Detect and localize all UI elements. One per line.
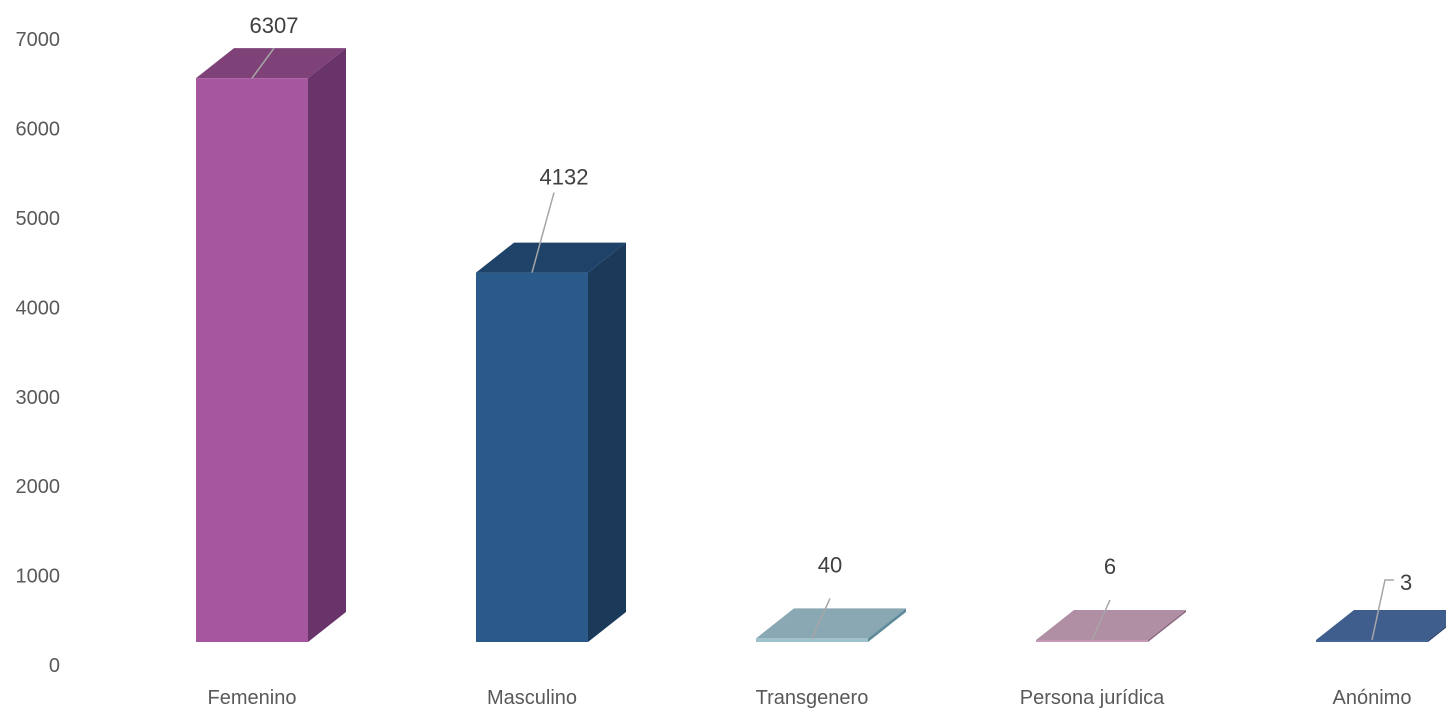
y-tick-label: 7000	[16, 29, 61, 51]
data-label: 6307	[250, 13, 299, 38]
bar-side-face	[588, 242, 626, 643]
data-label-leader	[1371, 579, 1394, 641]
bar-front-face	[1036, 640, 1148, 642]
bar-front-face	[196, 78, 308, 643]
bar-side-face	[868, 608, 906, 642]
x-category-label: Anónimo	[1333, 687, 1412, 709]
y-tick-label: 6000	[16, 119, 61, 141]
data-label-leader	[531, 192, 555, 273]
y-tick-label: 1000	[16, 566, 61, 588]
data-label-leader	[1091, 599, 1111, 641]
data-label: 4132	[540, 165, 589, 190]
x-category-label: Transgenero	[756, 687, 869, 709]
y-tick-label: 3000	[16, 387, 61, 409]
bar-front-face	[476, 272, 588, 642]
x-category-label: Persona jurídica	[1020, 687, 1165, 709]
bar-top-face	[476, 242, 626, 273]
bar-side-face	[1148, 610, 1186, 642]
x-axis: Femenino Masculino Transgenero Persona jurí…	[208, 687, 1412, 709]
bar-front-face	[1316, 640, 1428, 642]
y-axis: 0 1000 2000 3000 4000 5000 6000 7000	[16, 29, 61, 677]
data-labels-group: 6307 4132 40 6 3	[250, 13, 1412, 641]
bar-2	[756, 608, 906, 642]
bar-top-face	[1036, 610, 1186, 640]
data-label: 3	[1400, 570, 1412, 595]
data-label: 6	[1104, 554, 1116, 579]
y-tick-label: 4000	[16, 297, 61, 319]
bar-side-face	[1428, 625, 1446, 642]
bar-3	[1036, 610, 1186, 642]
bar-front-face	[756, 638, 868, 642]
data-label-leader	[811, 598, 831, 639]
bar-0	[196, 48, 346, 643]
data-label: 40	[818, 552, 842, 577]
y-tick-label: 5000	[16, 208, 61, 230]
bar-side-face	[308, 48, 346, 643]
y-tick-label: 2000	[16, 476, 61, 498]
data-label-leader	[251, 47, 275, 79]
bar-top-face	[1316, 610, 1446, 640]
bar-1	[476, 242, 626, 643]
bar-top-face	[196, 48, 346, 79]
bar-4	[1316, 610, 1446, 642]
bar-top-face	[756, 608, 906, 639]
x-category-label: Masculino	[487, 687, 577, 709]
y-tick-label: 0	[49, 655, 60, 677]
x-category-label: Femenino	[208, 687, 297, 709]
bars-group	[196, 48, 1446, 643]
